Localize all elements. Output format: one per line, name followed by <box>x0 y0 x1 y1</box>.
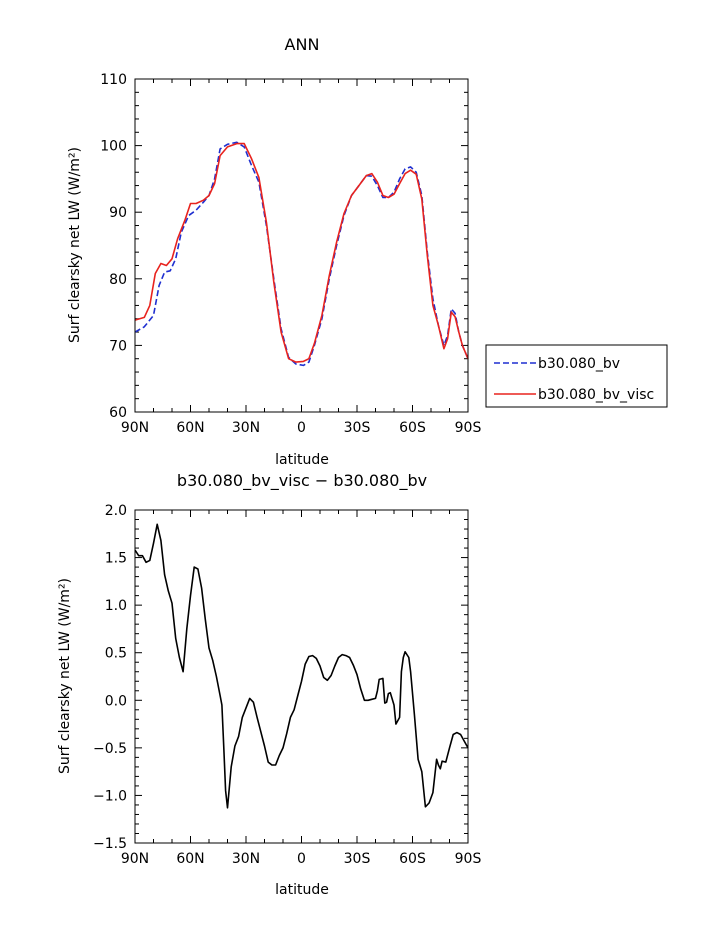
bottom-axis-ticks <box>134 509 469 844</box>
x-tick-label: 60S <box>399 851 426 867</box>
series-line-b30-080-bv-visc <box>134 142 469 363</box>
y-tick-label: 0.5 <box>105 646 127 662</box>
y-tick-label: 100 <box>100 139 127 155</box>
bottom-x-tick-labels: 90N 60N 30N 0 30S 60S 90S <box>121 851 482 867</box>
x-tick-label: 60N <box>176 420 204 436</box>
x-tick-label: 90N <box>121 851 149 867</box>
x-tick-label: 30N <box>232 851 260 867</box>
y-tick-label: 90 <box>109 205 127 221</box>
y-tick-label: −0.5 <box>93 741 127 757</box>
x-tick-label: 0 <box>297 420 306 436</box>
x-tick-label: 90S <box>455 851 482 867</box>
y-tick-label: 1.0 <box>105 598 127 614</box>
top-x-axis-label: latitude <box>275 452 329 468</box>
top-x-tick-labels: 90N 60N 30N 0 30S 60S 90S <box>121 420 482 436</box>
legend-box <box>485 344 668 408</box>
bottom-series-lines <box>134 523 469 809</box>
legend-label-b30-080-bv: b30.080_bv <box>538 356 620 372</box>
bottom-y-tick-labels: −1.5 −1.0 −0.5 0.0 0.5 1.0 1.5 2.0 <box>93 503 127 852</box>
x-tick-label: 60N <box>176 851 204 867</box>
top-series-lines <box>134 141 469 367</box>
y-tick-label: 80 <box>109 272 127 288</box>
legend: b30.080_bv b30.080_bv_visc <box>485 344 668 408</box>
y-tick-label: 0.0 <box>105 693 127 709</box>
x-tick-label: 90S <box>455 420 482 436</box>
y-tick-label: 110 <box>100 72 127 88</box>
top-chart-panel: ANN 90N 60N 30N 0 30S 60S 90S 60 70 80 90 100 110 l… <box>67 35 481 468</box>
x-tick-label: 90N <box>121 420 149 436</box>
bottom-x-axis-label: latitude <box>275 882 329 898</box>
top-y-tick-labels: 60 70 80 90 100 110 <box>100 72 127 421</box>
y-tick-label: 70 <box>109 338 127 354</box>
x-tick-label: 30S <box>344 420 371 436</box>
x-tick-label: 30S <box>344 851 371 867</box>
x-tick-label: 30N <box>232 420 260 436</box>
bottom-chart-panel: b30.080_bv_visc − b30.080_bv 90N 60N 30N 0 3… <box>57 471 481 898</box>
y-tick-label: −1.0 <box>93 788 127 804</box>
top-y-axis-label: Surf clearsky net LW (W/m²) <box>67 147 83 343</box>
bottom-y-axis-label: Surf clearsky net LW (W/m²) <box>57 578 73 774</box>
series-line-b30-080-bv <box>134 141 469 367</box>
y-tick-label: 2.0 <box>105 503 127 519</box>
x-tick-label: 60S <box>399 420 426 436</box>
top-plot-frame <box>134 78 469 413</box>
legend-label-b30-080-bv-visc: b30.080_bv_visc <box>538 387 654 403</box>
y-tick-label: −1.5 <box>93 836 127 852</box>
bottom-chart-title: b30.080_bv_visc − b30.080_bv <box>177 471 427 491</box>
top-chart-title: ANN <box>285 35 320 54</box>
bottom-plot-frame <box>134 509 469 844</box>
y-tick-label: 1.5 <box>105 551 127 567</box>
y-tick-label: 60 <box>109 405 127 421</box>
x-tick-label: 0 <box>297 851 306 867</box>
series-line-difference <box>134 523 469 809</box>
